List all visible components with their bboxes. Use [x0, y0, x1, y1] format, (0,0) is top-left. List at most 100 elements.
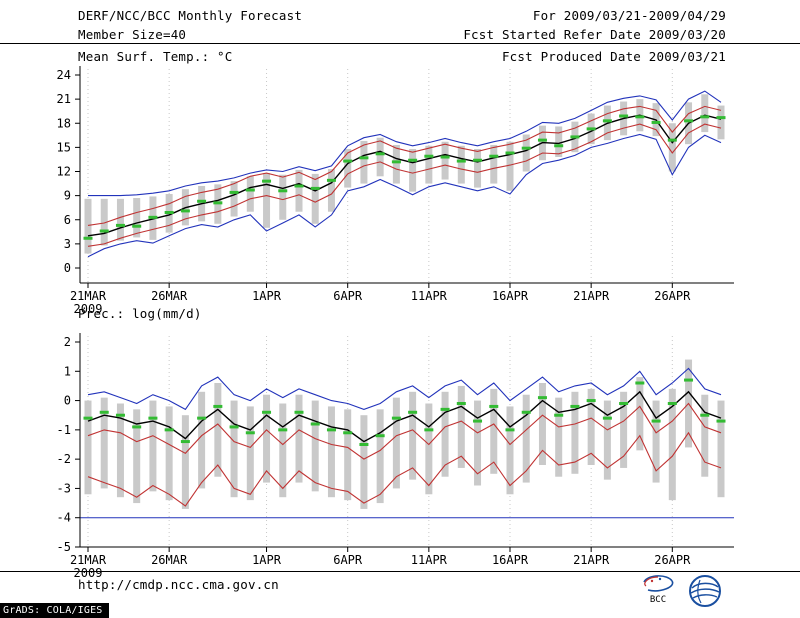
ensemble-spread-bar — [100, 397, 108, 489]
ensemble-spread-bar — [360, 415, 368, 509]
x-year-label: 2009 — [74, 566, 103, 580]
footer-divider — [0, 571, 800, 572]
ensemble-spread-bar — [133, 409, 141, 504]
x-tick-label: 26MAR — [151, 289, 188, 303]
x-tick-label: 16APR — [492, 553, 529, 567]
x-tick-label: 26APR — [654, 289, 691, 303]
x-tick-label: 1APR — [252, 553, 282, 567]
y-tick-label: 9 — [64, 189, 71, 203]
bcc-logo: BCC — [643, 575, 674, 605]
ensemble-spread-bar — [311, 173, 319, 224]
ensemble-spread-bar — [116, 198, 124, 241]
y-tick-label: 24 — [57, 68, 71, 82]
ensemble-spread-bar — [522, 394, 530, 483]
series-upper-quartile — [87, 105, 722, 226]
ensemble-spread-bar — [327, 169, 335, 212]
x-tick-label: 21MAR — [70, 553, 107, 567]
x-tick-label: 21APR — [573, 289, 610, 303]
y-tick-label: -1 — [57, 423, 71, 437]
series-lower-quartile — [87, 431, 722, 507]
ensemble-spread-bar — [392, 144, 400, 184]
y-tick-label: -3 — [57, 481, 71, 495]
y-tick-label: 0 — [64, 394, 71, 408]
y-tick-label: 3 — [64, 237, 71, 251]
y-tick-label: 21 — [57, 92, 71, 106]
y-tick-label: 6 — [64, 213, 71, 227]
ensemble-spread-bar — [701, 94, 709, 133]
ensemble-spread-bar — [441, 391, 449, 477]
series-ensemble-max — [88, 90, 722, 197]
series-ensemble-mean — [87, 390, 722, 443]
ensemble-spread-bar — [474, 400, 482, 486]
ensemble-spread-bar — [279, 174, 287, 220]
y-tick-label: 18 — [57, 116, 71, 130]
y-tick-label: 15 — [57, 140, 71, 154]
ensemble-spread-bar — [295, 169, 303, 212]
ensemble-spread-bar — [263, 173, 271, 228]
series-ensemble-mean — [87, 114, 722, 237]
x-tick-label: 21MAR — [70, 289, 107, 303]
ensemble-spread-bar — [474, 148, 482, 188]
series-upper-quartile — [87, 402, 722, 460]
series-ensemble-max — [87, 367, 722, 411]
ensemble-spread-bar — [587, 388, 595, 465]
fcst-started-label: Fcst Started Refer Date 2009/03/20 — [463, 27, 726, 42]
ensemble-spread-bar — [555, 126, 563, 158]
panel-temperature: 0 3 6 9 12 15 18 21 24 21MAR 26MAR 1APR 6APR 11APR 16A… — [57, 66, 734, 316]
ensemble-spread-bar — [84, 198, 92, 254]
x-tick-label: 21APR — [573, 553, 610, 567]
header-divider — [0, 43, 800, 44]
ensemble-spread-bar — [571, 391, 579, 474]
ensemble-spread-bar — [409, 148, 417, 192]
ensemble-spread-bar — [425, 145, 433, 184]
ensemble-spread-bar — [620, 391, 628, 468]
x-tick-label: 26MAR — [151, 553, 188, 567]
ensemble-spread-bar — [636, 377, 644, 451]
ensemble-spread-bar — [457, 145, 465, 184]
ensemble-spread-bar — [149, 400, 157, 492]
ensemble-spread-bar — [246, 176, 254, 212]
ensemble-spread-bar — [506, 406, 514, 495]
ensemble-spread-bar — [84, 400, 92, 495]
ensemble-spread-bar — [198, 391, 206, 489]
ensemble-spread-bar — [279, 403, 287, 498]
ensemble-spread-bar — [230, 400, 238, 498]
ensemble-spread-bar — [603, 400, 611, 480]
ensemble-spread-bar — [165, 406, 173, 501]
ensemble-spread-bar — [230, 181, 238, 217]
ensemble-spread-bar — [360, 140, 368, 184]
ensemble-spread-bar — [701, 394, 709, 477]
prec-panel-title: Prec.: log(mm/d) — [78, 306, 202, 321]
y-tick-label: 0 — [64, 261, 71, 275]
ensemble-spread-bar — [344, 148, 352, 188]
x-tick-label: 26APR — [654, 553, 691, 567]
ensemble-spread-bar — [717, 105, 725, 140]
x-tick-label: 16APR — [492, 289, 529, 303]
grads-credit-badge: GrADS: COLA/IGES — [0, 603, 109, 618]
source-url: http://cmdp.ncc.cma.gov.cn — [78, 577, 279, 592]
x-tick-label: 6APR — [333, 289, 363, 303]
ensemble-spread-bar — [668, 388, 676, 501]
ensemble-spread-bar — [100, 198, 108, 246]
ensemble-spread-bar — [344, 409, 352, 501]
ensemble-spread-bar — [263, 394, 271, 483]
member-size-label: Member Size=40 — [78, 27, 187, 42]
x-tick-label: 1APR — [252, 289, 282, 303]
x-tick-label: 11APR — [411, 553, 448, 567]
y-tick-label: 12 — [57, 165, 71, 179]
bcc-star-icon — [650, 579, 654, 583]
bcc-logo-text: BCC — [650, 595, 666, 605]
ensemble-spread-bar — [441, 141, 449, 180]
ensemble-spread-bar — [457, 385, 465, 468]
y-tick-label: 1 — [64, 364, 71, 378]
ensemble-spread-bar — [717, 400, 725, 498]
ensemble-spread-bar — [490, 388, 498, 474]
ensemble-spread-bar — [376, 409, 384, 504]
page-title: DERF/NCC/BCC Monthly Forecast — [78, 8, 303, 23]
ensemble-spread-bar — [311, 400, 319, 492]
x-tick-label: 6APR — [333, 553, 363, 567]
y-tick-label: 2 — [64, 335, 71, 349]
ensemble-spread-bar — [376, 137, 384, 177]
ensemble-spread-bar — [295, 394, 303, 483]
